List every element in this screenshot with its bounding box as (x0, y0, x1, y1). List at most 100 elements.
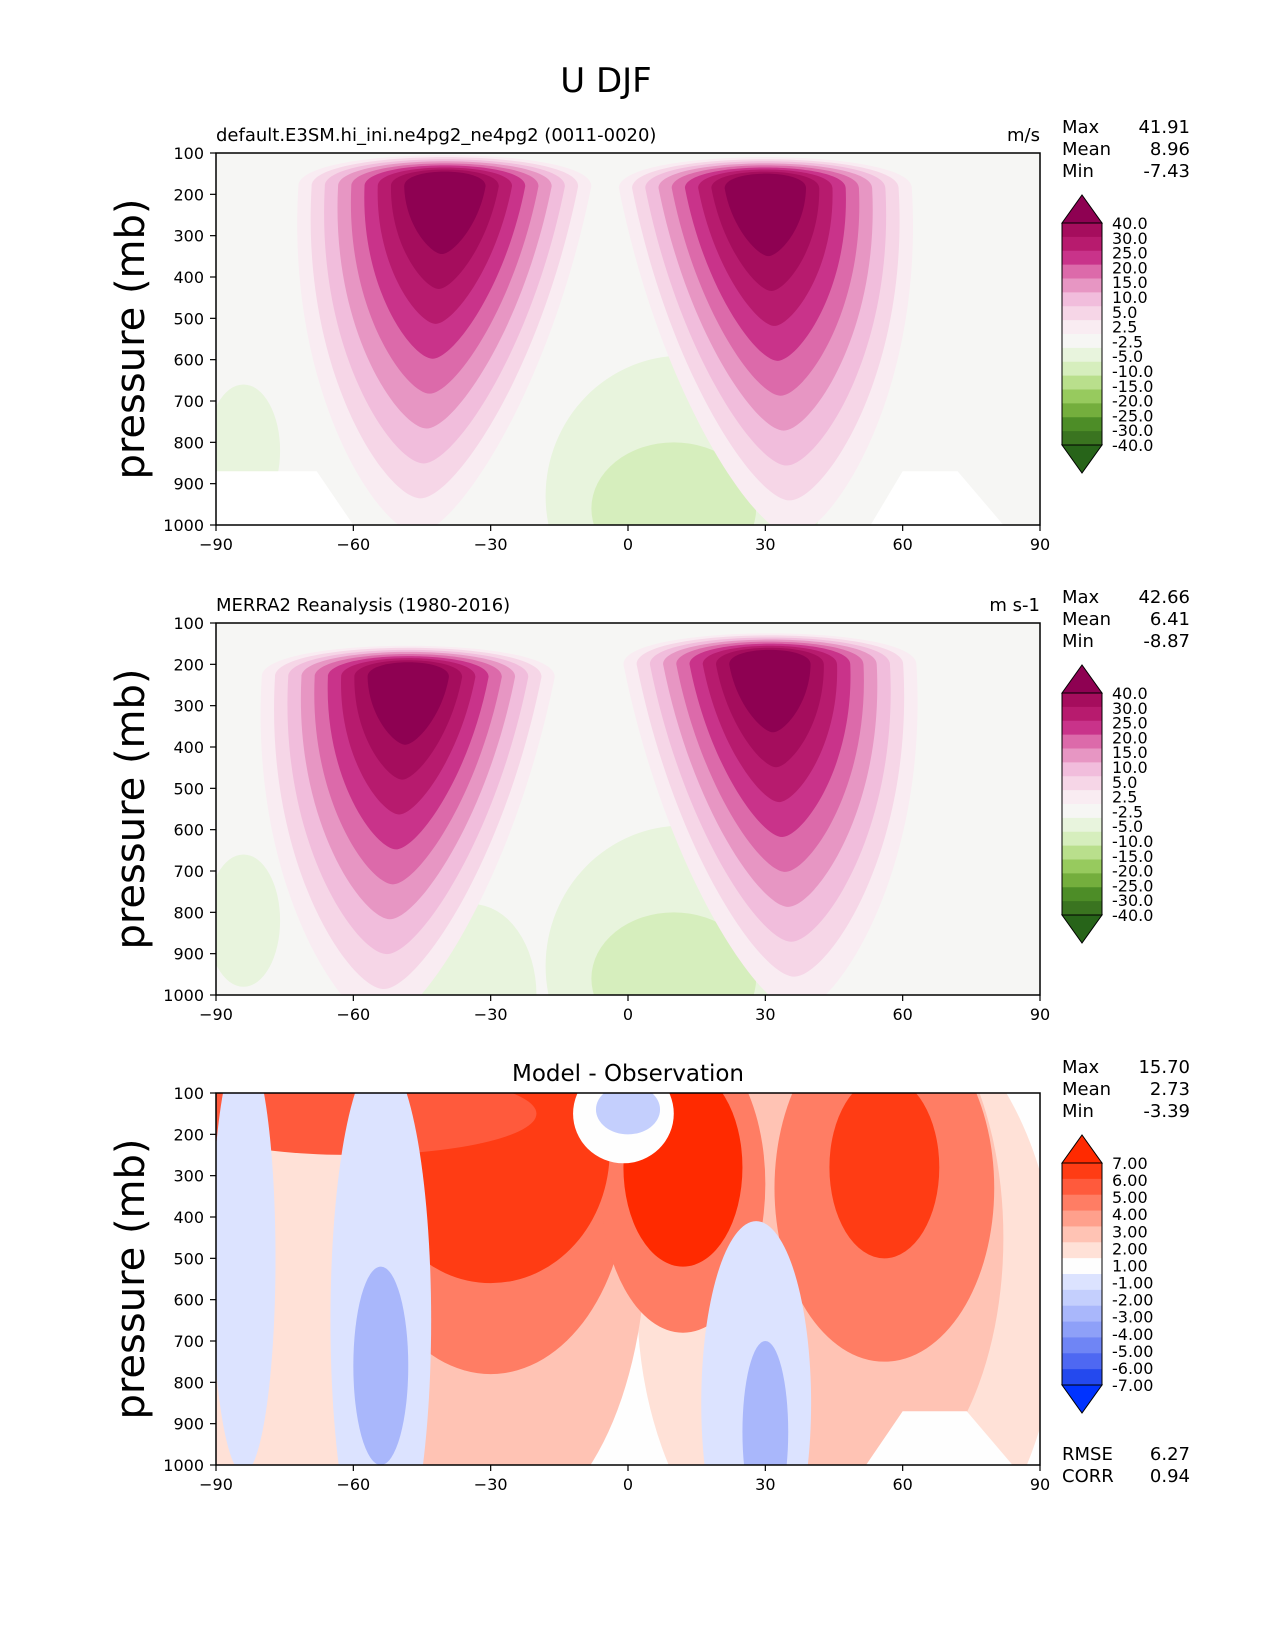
y-tick-label: 200 (173, 1125, 204, 1144)
colorbar-tick-label: -2.5 (1112, 802, 1143, 821)
colorbar-tick-label: -5.0 (1112, 817, 1143, 836)
x-tick-label: 0 (623, 1005, 633, 1024)
colorbar-tick-label: -20.0 (1112, 392, 1153, 411)
stat-label: CORR (1062, 1466, 1114, 1487)
x-tick-label: 30 (755, 535, 775, 554)
colorbar-tick-label: -20.0 (1112, 862, 1153, 881)
contour-field (216, 1093, 1040, 1465)
colorbar-segment (1062, 693, 1102, 708)
colorbar-segment (1062, 845, 1102, 860)
colorbar-tick-label: 25.0 (1112, 244, 1148, 263)
colorbar-tick-label: -3.00 (1112, 1308, 1153, 1327)
x-tick-label: 0 (623, 1475, 633, 1494)
y-tick-label: 400 (173, 738, 204, 757)
colorbar-tick-label: -30.0 (1112, 891, 1153, 910)
colorbar-segment (1062, 1210, 1102, 1227)
colorbar-segment (1062, 361, 1102, 377)
colorbar-tick-label: -5.0 (1112, 347, 1143, 366)
colorbar-segment (1062, 334, 1102, 349)
y-tick-label: 300 (173, 697, 204, 716)
surface-mask-1 (216, 471, 354, 525)
difference-region-18 (595, 1093, 661, 1135)
colorbar-frame (1061, 1162, 1103, 1386)
x-tick-label: −60 (336, 1005, 370, 1024)
stat-value: -8.87 (1143, 631, 1190, 652)
colorbar-segment (1062, 306, 1102, 321)
colorbar-tick-label: -40.0 (1112, 436, 1153, 455)
x-tick-label: −30 (474, 1475, 508, 1494)
y-tick-label: 300 (173, 227, 204, 246)
y-tick-label: 700 (173, 862, 204, 881)
x-tick-label: 60 (892, 535, 912, 554)
jet-2-contour (729, 649, 811, 733)
colorbar-segment (1062, 817, 1102, 833)
colorbar-segment (1062, 804, 1102, 819)
jet-1-contour (367, 662, 449, 745)
panel-title: MERRA2 Reanalysis (1980-2016) (216, 595, 510, 616)
y-tick-label: 900 (173, 1415, 204, 1434)
y-tick-label: 200 (173, 655, 204, 674)
stat-label: Mean (1062, 609, 1111, 630)
stat-label: Min (1062, 631, 1094, 652)
units-label: m/s (1007, 125, 1040, 146)
colorbar-segment (1062, 720, 1102, 736)
colorbar-segment (1062, 375, 1102, 390)
colorbar-tick-label: 5.00 (1112, 1188, 1148, 1207)
y-tick-label: 700 (173, 1332, 204, 1351)
colorbar-tick-label: -6.00 (1112, 1359, 1153, 1378)
y-tick-label: 500 (173, 1249, 204, 1268)
colorbar-segment (1062, 417, 1102, 432)
panel-1: −90 −60 −30 0 30 60 90 100 200 300 400 500 600 700 800… (108, 117, 1190, 554)
colorbar-segment (1062, 762, 1102, 777)
colorbar-segment (1062, 347, 1102, 363)
colorbar-tick-label: -1.00 (1112, 1274, 1153, 1293)
colorbar-segment (1062, 1353, 1102, 1370)
panel-title: default.E3SM.hi_ini.ne4pg2_ne4pg2 (0011-… (216, 125, 656, 146)
colorbar-segment (1062, 250, 1102, 266)
stat-value: 0.94 (1150, 1466, 1190, 1487)
colorbar-segment (1062, 1258, 1102, 1275)
easterly-region-2 (591, 912, 757, 995)
y-tick-label: 900 (173, 945, 204, 964)
colorbar-segment (1062, 790, 1102, 805)
y-tick-label: 1000 (163, 1456, 204, 1475)
colorbar-segment (1062, 1369, 1102, 1386)
colorbar-segment (1062, 431, 1102, 446)
y-tick-label: 600 (173, 1291, 204, 1310)
stat-label: Max (1062, 1057, 1100, 1078)
y-tick-label: 100 (173, 614, 204, 633)
colorbar-tick-label: -2.5 (1112, 332, 1143, 351)
x-tick-label: 90 (1030, 1475, 1050, 1494)
colorbar-extend-top (1061, 194, 1103, 224)
y-axis-label: pressure (mb) (108, 198, 154, 479)
colorbar-segment (1062, 389, 1102, 404)
stat-label: RMSE (1062, 1444, 1113, 1465)
y-tick-label: 800 (173, 1373, 204, 1392)
colorbar-tick-label: -40.0 (1112, 906, 1153, 925)
contour-field (216, 153, 1040, 525)
stat-label: Min (1062, 161, 1094, 182)
colorbar-tick-label: -30.0 (1112, 421, 1153, 440)
x-tick-label: 60 (892, 1005, 912, 1024)
y-tick-label: 100 (173, 144, 204, 163)
colorbar-segment (1062, 873, 1102, 888)
stat-value: 41.91 (1138, 117, 1190, 138)
colorbar-tick-label: 6.00 (1112, 1171, 1148, 1190)
x-tick-label: −30 (474, 535, 508, 554)
stat-label: Max (1062, 117, 1100, 138)
colorbar-segment (1062, 292, 1102, 307)
surface-mask-2 (870, 471, 1004, 525)
colorbar-frame (1061, 222, 1103, 446)
colorbar-tick-label: 25.0 (1112, 714, 1148, 733)
surface-mask (866, 1411, 1013, 1465)
colorbar-tick-label: -25.0 (1112, 876, 1153, 895)
colorbar-tick-label: 20.0 (1112, 258, 1148, 277)
panel-title: Model - Observation (512, 1061, 744, 1087)
colorbar-tick-label: 10.0 (1112, 288, 1148, 307)
colorbar-segment (1062, 776, 1102, 791)
y-tick-label: 400 (173, 1208, 204, 1227)
y-tick-label: 100 (173, 1084, 204, 1103)
colorbar-tick-label: 15.0 (1112, 273, 1148, 292)
contour-field (216, 623, 1040, 995)
